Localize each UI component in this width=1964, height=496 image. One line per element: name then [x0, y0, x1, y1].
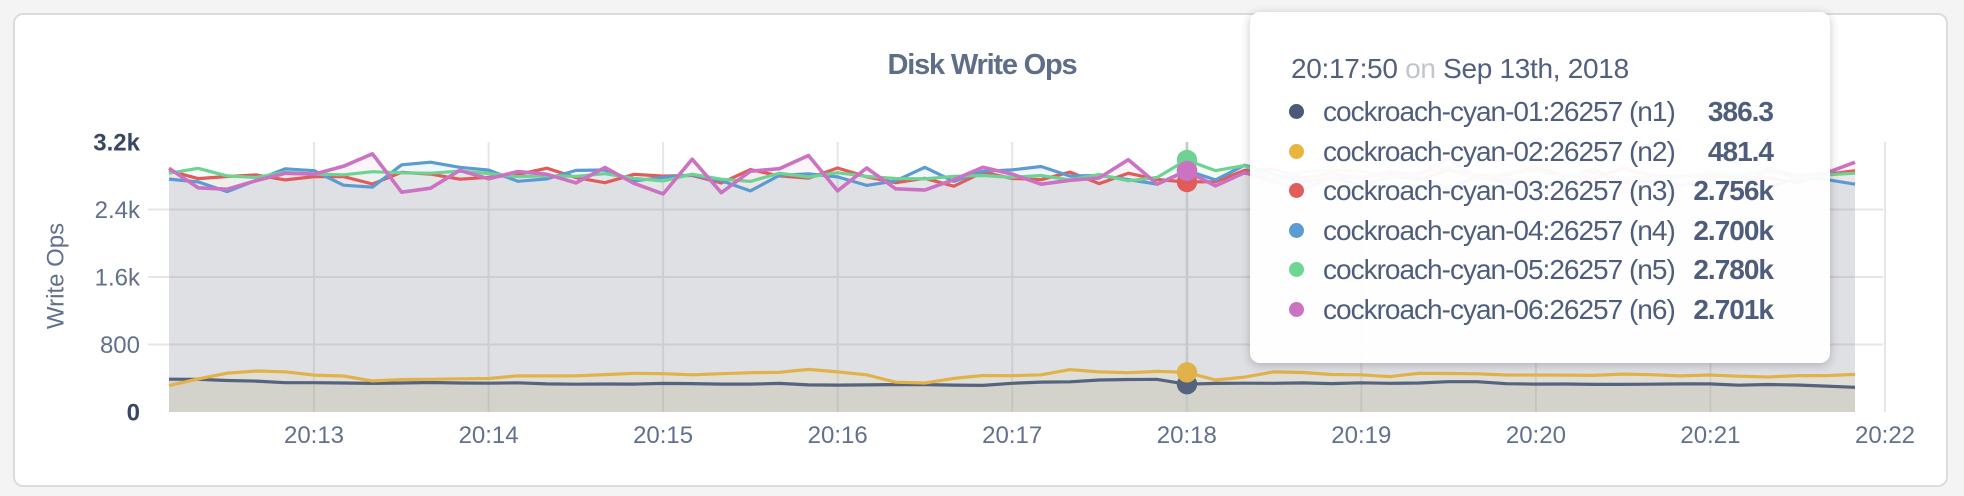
svg-text:20:21: 20:21 [1680, 422, 1740, 449]
svg-text:20:18: 20:18 [1157, 422, 1217, 449]
svg-text:Write Ops: Write Ops [43, 223, 70, 329]
svg-text:20:16: 20:16 [808, 422, 868, 449]
svg-text:20:22: 20:22 [1855, 422, 1915, 449]
svg-text:20:13: 20:13 [284, 422, 344, 449]
svg-text:3.2k: 3.2k [93, 130, 140, 157]
svg-text:800: 800 [100, 332, 140, 359]
svg-text:20:20: 20:20 [1506, 422, 1566, 449]
svg-text:20:14: 20:14 [459, 422, 519, 449]
svg-text:20:17: 20:17 [982, 422, 1042, 449]
svg-text:20:19: 20:19 [1331, 422, 1391, 449]
svg-text:1.6k: 1.6k [95, 265, 141, 292]
svg-text:2.4k: 2.4k [95, 197, 141, 224]
svg-text:20:15: 20:15 [633, 422, 693, 449]
svg-text:0: 0 [127, 400, 140, 427]
